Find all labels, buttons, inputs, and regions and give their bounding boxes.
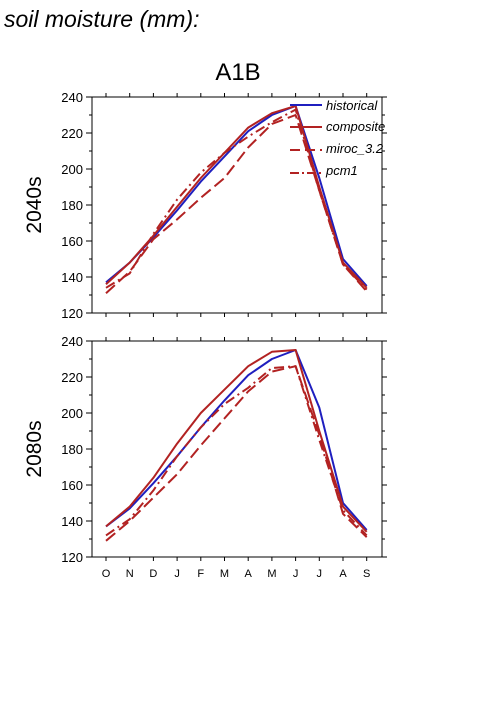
x-tick-label: M: [220, 568, 229, 580]
y-tick-label: 200: [61, 406, 83, 421]
panel-2080s: 2080s 120 140 160 180 200 220 240 O N D J F M A M J J A S: [23, 334, 387, 580]
y-tick-label: 120: [61, 550, 83, 565]
page-title: soil moisture (mm):: [4, 6, 200, 32]
x-tick-label: A: [245, 568, 253, 580]
panel-2040s: 2040s 120 140 160 180 200 220 240: [23, 90, 387, 321]
row-label-2040s: 2040s: [23, 176, 46, 233]
y-tick-label: 220: [61, 370, 83, 385]
series-line-historical: [105, 349, 368, 531]
x-tick-label: D: [149, 568, 157, 580]
legend-label-historical: historical: [326, 98, 378, 113]
y-tick-label: 200: [61, 162, 83, 177]
series-line-pcm1: [105, 108, 368, 291]
x-tick-label: S: [363, 568, 370, 580]
y-tick-label: 180: [61, 442, 83, 457]
x-tick-label: J: [293, 568, 299, 580]
x-tick-label: F: [197, 568, 204, 580]
x-tick-label: M: [267, 568, 276, 580]
series-line-pcm1: [105, 365, 368, 537]
row-label-2080s: 2080s: [23, 420, 46, 477]
y-tick-label: 120: [61, 306, 83, 321]
y-tick-label: 180: [61, 198, 83, 213]
y-tick-label: 140: [61, 514, 83, 529]
series-line-miroc-3-2: [105, 365, 368, 542]
x-tick-label: J: [317, 568, 323, 580]
y-tick-label: 240: [61, 334, 83, 349]
x-tick-label: N: [126, 568, 134, 580]
series-line-composite: [105, 349, 368, 533]
plot-frame: [91, 340, 383, 558]
scenario-title: A1B: [215, 59, 260, 86]
y-tick-label: 220: [61, 126, 83, 141]
y-tick-label: 160: [61, 234, 83, 249]
x-tick-label: A: [339, 568, 347, 580]
legend-label-pcm1: pcm1: [325, 163, 358, 178]
legend-label-composite: composite: [326, 119, 385, 134]
legend-label-miroc: miroc_3.2: [326, 141, 384, 156]
y-tick-label: 240: [61, 90, 83, 105]
x-tick-label: J: [174, 568, 180, 580]
x-tick-label: O: [102, 568, 111, 580]
y-tick-label: 160: [61, 478, 83, 493]
y-tick-label: 140: [61, 270, 83, 285]
legend: historical composite miroc_3.2 pcm1: [290, 98, 385, 178]
